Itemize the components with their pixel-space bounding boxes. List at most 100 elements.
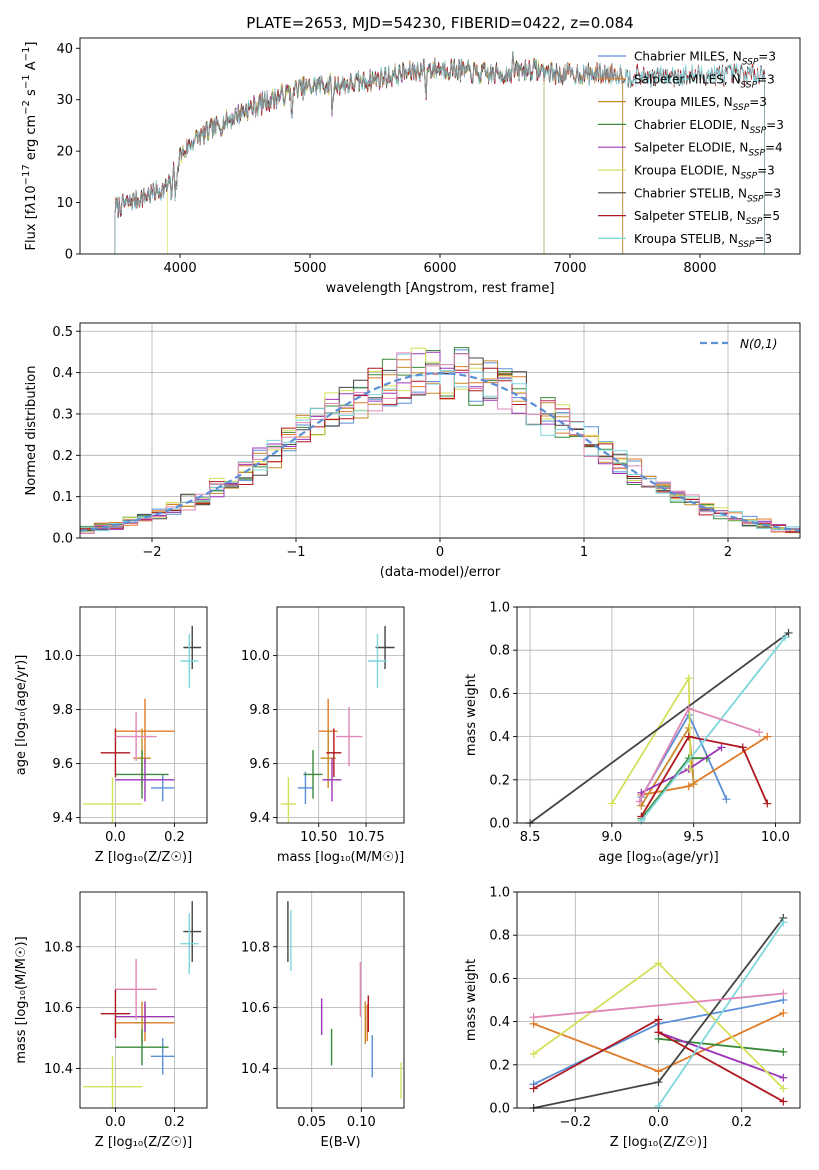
series-line — [640, 636, 787, 822]
legend-sub: SSP — [741, 80, 758, 90]
residuals-xtick-label: 1 — [580, 545, 588, 560]
series-point — [722, 795, 731, 804]
mass-vs-Z-xtick-label: 0.0 — [105, 1115, 126, 1130]
age-vs-mass-ytick-label: 9.8 — [249, 703, 270, 718]
legend-sub: SSP — [750, 126, 767, 136]
age-vs-mass-xtick-label: 10.75 — [347, 830, 384, 845]
errorbar-salpeter-elodie — [115, 758, 175, 802]
legend-entry-chabrier-miles: Chabrier MILES, NSSP=3 — [634, 50, 776, 68]
series-kroupa-elodie — [529, 959, 788, 1093]
residuals-xtick-label: −2 — [142, 545, 161, 560]
errorbar-chabrier-miles — [297, 771, 314, 805]
spectrum-xtick-label: 5000 — [293, 261, 326, 276]
legend-n: =3 — [766, 118, 784, 132]
residuals-ytick-label: 0.4 — [52, 366, 73, 381]
series-point — [654, 1101, 663, 1110]
mass-vs-ebv-axes: 0.05 0.10 10.4 10.6 10.8 — [241, 892, 404, 1130]
series-point — [654, 1028, 663, 1037]
errorbar-kroupa-stelib — [367, 634, 387, 688]
residuals-xtick-label: −1 — [286, 545, 305, 560]
errorbar-salpeter-stelib — [100, 989, 131, 1039]
weight-vs-age-xlabel: age [log₁₀(age/yr)] — [598, 850, 719, 865]
mass-vs-ebv-frame — [276, 891, 405, 1109]
weight-vs-Z-frame — [516, 891, 801, 1109]
series-kroupa-elodie — [607, 674, 695, 808]
age-vs-Z-ytick-label: 9.4 — [52, 811, 73, 826]
legend-label: Kroupa ELODIE, N — [634, 164, 741, 178]
legend-label: Kroupa STELIB, N — [634, 232, 738, 246]
series-salpeter-stelib — [529, 1015, 788, 1106]
series-line — [658, 1038, 784, 1053]
series-point — [529, 1013, 538, 1022]
series-point — [637, 801, 646, 810]
legend-n: =3 — [757, 72, 775, 86]
weight-vs-age-ytick-label: 0.4 — [489, 730, 510, 745]
weight-vs-Z-ylabel: mass weight — [464, 959, 479, 1041]
age-vs-mass-errorbars — [280, 625, 395, 823]
legend-label: Kroupa MILES, N — [634, 95, 733, 109]
errorbar-chabrier-miles — [150, 1038, 175, 1075]
series-point — [689, 780, 698, 789]
weight-vs-age-ytick-label: 1.0 — [489, 601, 510, 616]
series-point — [779, 989, 788, 998]
errorbar-kroupa-stelib — [180, 913, 199, 975]
series-point — [635, 797, 644, 806]
mass-vs-Z-ylabel: mass [log₁₀(M/M☉)] — [14, 936, 29, 1063]
age-vs-Z-frame — [79, 606, 208, 824]
spectrum-xtick-label: 8000 — [683, 261, 716, 276]
series-point — [763, 732, 772, 741]
weight-vs-age-ytick-label: 0.2 — [489, 773, 510, 788]
histogram-salpeter-elodie — [80, 351, 800, 534]
weight-vs-Z-ytick-label: 0.0 — [489, 1102, 510, 1117]
legend-label: Chabrier MILES, N — [634, 50, 742, 64]
errorbar-salpeter-miles — [115, 698, 175, 764]
weight-vs-age-xtick-label: 8.5 — [520, 830, 541, 845]
histogram-salpeter-stelib — [80, 367, 800, 533]
weight-vs-Z-axes: −0.2 0.0 0.2 0.0 0.2 0.4 0.6 0.8 1.0 — [489, 886, 800, 1130]
weight-vs-Z-lines — [529, 913, 788, 1112]
spectrum-xtick-label: 4000 — [164, 261, 197, 276]
legend-entry-salpeter-elodie: Salpeter ELODIE, NSSP=4 — [634, 141, 783, 159]
errorbar-chabrier-stelib — [183, 901, 202, 962]
errorbar-kroupa-elodie — [82, 1056, 143, 1108]
errorbar-chabrier-miles — [150, 774, 175, 802]
series-point — [784, 628, 793, 637]
mass-vs-Z-errorbars — [82, 901, 202, 1108]
age-vs-Z-ytick-label: 9.6 — [52, 757, 73, 772]
weight-vs-Z-ytick-label: 0.6 — [489, 972, 510, 987]
errorbar-salpeter-elodie — [322, 758, 342, 802]
series-point — [637, 816, 646, 825]
weight-vs-Z-xtick-label: 0.2 — [731, 1115, 752, 1130]
legend-sub: SSP — [747, 194, 764, 204]
legend-n: =3 — [754, 232, 772, 246]
errorbar-salpeter-stelib — [100, 728, 131, 778]
spectrum-line-kroupa-elodie — [166, 52, 545, 254]
series-point — [763, 799, 772, 808]
series-point — [755, 728, 764, 737]
residuals-ylabel: Normed distribution — [24, 366, 39, 496]
series-point — [779, 1047, 788, 1056]
weight-vs-age-ytick-label: 0.8 — [489, 644, 510, 659]
mass-vs-Z-axes: 0.0 0.2 10.4 10.6 10.8 — [44, 892, 207, 1130]
residuals-ytick-label: 0.5 — [52, 325, 73, 340]
legend-label: Salpeter MILES, N — [634, 72, 741, 86]
series-line — [657, 921, 785, 1107]
mass-vs-ebv-xtick-label: 0.10 — [347, 1115, 376, 1130]
mass-vs-ebv-ytick-label: 10.6 — [241, 1001, 270, 1016]
weight-vs-Z-xtick-label: 0.0 — [648, 1115, 669, 1130]
series-point — [654, 1067, 663, 1076]
spectrum-ytick-label: 0 — [65, 248, 73, 263]
residuals-xtick-label: 2 — [724, 545, 732, 560]
series-line — [529, 632, 790, 824]
errorbar-chabrier-elodie — [303, 750, 323, 799]
age-vs-mass-ytick-label: 9.6 — [249, 757, 270, 772]
age-vs-Z-xlabel: Z [log₁₀(Z/Z☉)] — [95, 850, 192, 865]
series-point — [654, 1015, 663, 1024]
series-line — [640, 725, 695, 807]
series-point — [684, 782, 693, 791]
weight-vs-Z-ytick-label: 1.0 — [489, 886, 510, 901]
legend-sub: SSP — [746, 217, 763, 227]
series-point — [529, 1084, 538, 1093]
legend-sub: SSP — [742, 58, 759, 68]
